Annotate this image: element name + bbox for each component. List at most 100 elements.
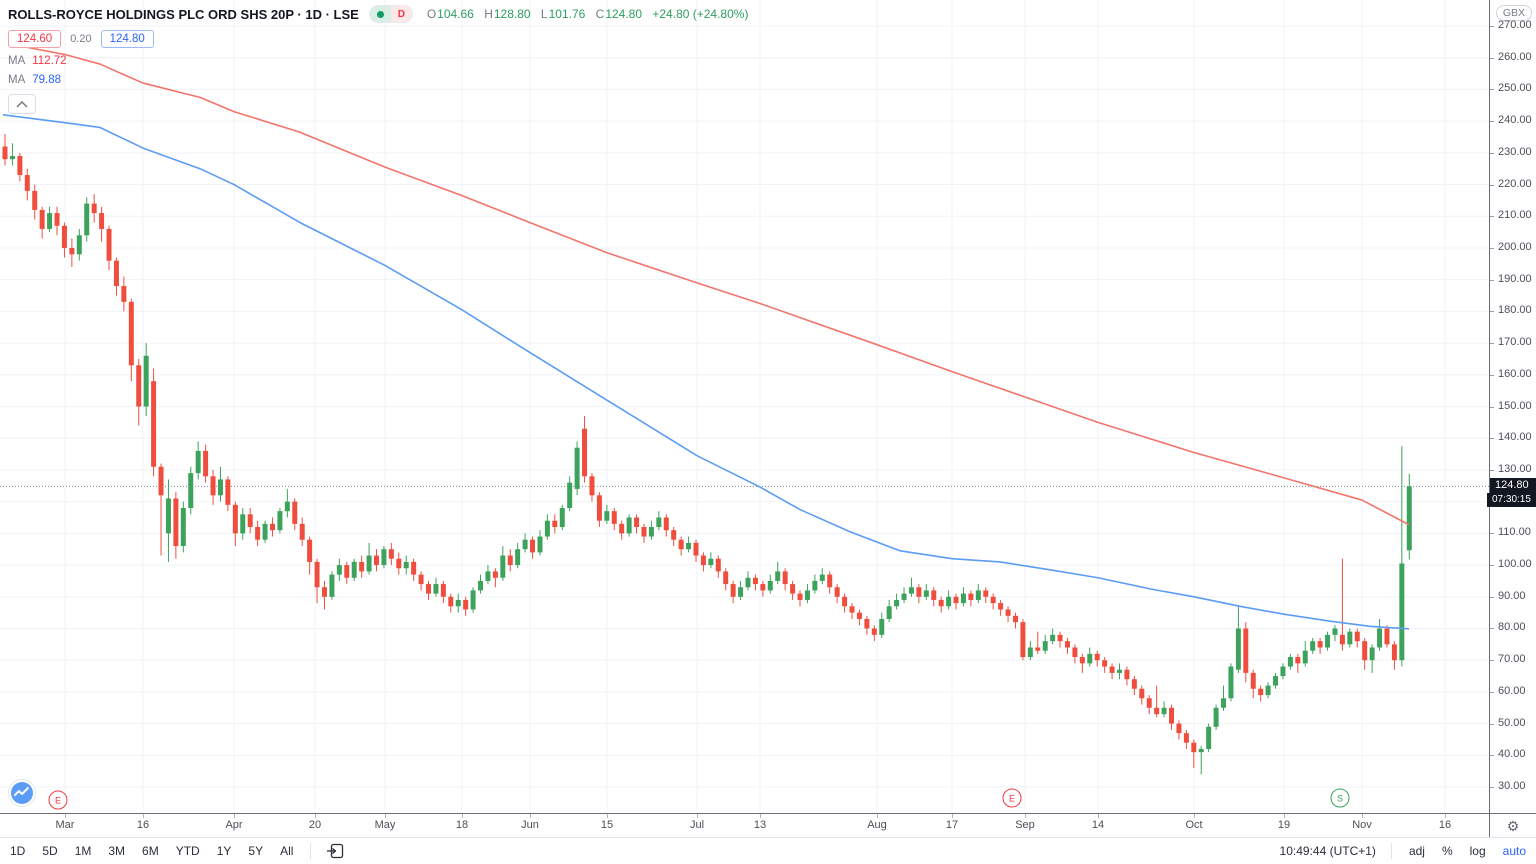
- idea-marker-icon[interactable]: [9, 780, 35, 806]
- ma-legend-blue[interactable]: MA 79.88: [8, 73, 748, 87]
- price-tick: [1490, 311, 1494, 312]
- sell-price-button[interactable]: 124.60: [8, 30, 62, 48]
- range-button-all[interactable]: All: [280, 844, 294, 858]
- range-toolbar: 1D 5D 1M 3M 6M YTD 1Y 5Y All: [10, 842, 345, 861]
- time-tick-label: 19: [1277, 819, 1291, 831]
- price-tick: [1490, 89, 1494, 90]
- earnings-marker[interactable]: E: [1002, 788, 1022, 808]
- collapse-legend-button[interactable]: [8, 94, 36, 114]
- scale-toolbar: 10:49:44 (UTC+1) adj % log auto: [1280, 843, 1526, 859]
- range-button-3m[interactable]: 3M: [108, 844, 126, 858]
- go-to-date-icon: [327, 843, 344, 858]
- open-value: 104.66: [437, 7, 474, 21]
- symbol-title[interactable]: ROLLS-ROYCE HOLDINGS PLC ORD SHS 20P · 1…: [8, 6, 359, 22]
- earnings-marker[interactable]: E: [48, 790, 68, 810]
- price-tick: [1490, 755, 1494, 756]
- session-clock: 10:49:44 (UTC+1): [1279, 844, 1376, 858]
- price-tick-label: 150.00: [1498, 400, 1532, 412]
- price-tick: [1490, 407, 1494, 408]
- high-label: H: [484, 7, 493, 21]
- price-axis[interactable]: GBX 270.00 260.00 250.00 240.00 230.00 220.00…: [1487, 0, 1536, 813]
- time-tick: [1445, 814, 1446, 818]
- close-label: C: [595, 7, 605, 21]
- market-status-badge[interactable]: D: [368, 5, 413, 23]
- price-tick: [1490, 121, 1494, 122]
- split-marker[interactable]: S: [1330, 788, 1350, 808]
- price-tick-label: 60.00: [1498, 685, 1526, 697]
- auto-scale-toggle[interactable]: auto: [1502, 844, 1526, 858]
- price-tick-label: 180.00: [1498, 304, 1532, 316]
- go-to-date-button[interactable]: [326, 842, 345, 861]
- range-button-6m[interactable]: 6M: [142, 844, 159, 858]
- price-tick-label: 220.00: [1498, 178, 1532, 190]
- low-value: 101.76: [548, 7, 586, 21]
- time-tick-label: May: [374, 819, 396, 831]
- high-value: 128.80: [493, 7, 531, 21]
- price-tick: [1490, 533, 1494, 534]
- range-button-1y[interactable]: 1Y: [216, 844, 232, 858]
- bar-countdown-label: 07:30:15: [1487, 493, 1536, 507]
- time-tick: [315, 814, 316, 818]
- spread-value: 0.20: [70, 33, 92, 45]
- price-tick-label: 160.00: [1498, 368, 1532, 380]
- price-tick: [1490, 565, 1494, 566]
- range-button-ytd[interactable]: YTD: [175, 844, 200, 858]
- chart-plot-area[interactable]: ROLLS-ROYCE HOLDINGS PLC ORD SHS 20P · 1…: [0, 0, 1489, 813]
- price-tick: [1490, 58, 1494, 59]
- price-tick: [1490, 26, 1494, 27]
- time-tick: [697, 814, 698, 818]
- time-tick: [1025, 814, 1026, 818]
- market-open-dot-icon: [369, 6, 391, 22]
- price-tick: [1490, 787, 1494, 788]
- price-tick-label: 140.00: [1498, 431, 1532, 443]
- price-tick-label: 100.00: [1498, 558, 1532, 570]
- time-tick: [877, 814, 878, 818]
- change-value: +24.80 (+24.80%): [652, 7, 749, 21]
- time-tick: [607, 814, 608, 818]
- buy-price-button[interactable]: 124.80: [100, 30, 154, 48]
- price-tick: [1490, 438, 1494, 439]
- ma-legend-red[interactable]: MA 112.72: [8, 54, 748, 68]
- candlestick-chart[interactable]: [0, 0, 1489, 813]
- price-tick: [1490, 660, 1494, 661]
- price-tick: [1490, 470, 1494, 471]
- range-button-5d[interactable]: 5D: [42, 844, 58, 858]
- time-tick: [65, 814, 66, 818]
- price-tick: [1490, 375, 1494, 376]
- price-tick: [1490, 724, 1494, 725]
- range-button-5y[interactable]: 5Y: [248, 844, 264, 858]
- price-tick: [1490, 185, 1494, 186]
- price-tick: [1490, 153, 1494, 154]
- time-tick: [234, 814, 235, 818]
- range-button-1m[interactable]: 1M: [74, 844, 92, 858]
- toolbar-divider: [310, 843, 312, 859]
- adjust-dividends-toggle[interactable]: adj: [1408, 844, 1425, 858]
- time-tick: [385, 814, 386, 818]
- log-scale-toggle[interactable]: log: [1469, 844, 1486, 858]
- price-tick-label: 40.00: [1498, 748, 1526, 760]
- price-tick-label: 200.00: [1498, 241, 1532, 253]
- chevron-up-icon: [16, 100, 28, 108]
- time-tick-label: 18: [455, 819, 469, 831]
- toolbar-divider: [1390, 843, 1392, 859]
- gear-icon[interactable]: ⚙: [1506, 817, 1520, 834]
- time-tick-label: 15: [600, 819, 614, 831]
- price-tick-label: 170.00: [1498, 336, 1532, 348]
- currency-badge[interactable]: GBX: [1495, 5, 1532, 21]
- price-tick: [1490, 248, 1494, 249]
- time-tick-label: Apr: [225, 819, 243, 831]
- price-tick: [1490, 628, 1494, 629]
- time-tick-label: Jul: [689, 819, 705, 831]
- price-tick: [1490, 597, 1494, 598]
- close-value: 124.80: [605, 7, 643, 21]
- percent-scale-toggle[interactable]: %: [1441, 844, 1453, 858]
- bottom-toolbar: 1D 5D 1M 3M 6M YTD 1Y 5Y All 10:49:44 (UTC+1) ad…: [0, 837, 1536, 864]
- time-tick-label: Mar: [55, 819, 75, 831]
- time-tick-label: 17: [945, 819, 959, 831]
- price-tick-label: 240.00: [1498, 114, 1532, 126]
- time-tick-label: Nov: [1352, 819, 1372, 831]
- range-button-1d[interactable]: 1D: [10, 844, 26, 858]
- price-tick-label: 50.00: [1498, 717, 1526, 729]
- time-axis[interactable]: Mar 16 Apr 20 May 18 Jun 15 Jul 13 Aug 17 Sep 14 Oct 19…: [0, 813, 1489, 838]
